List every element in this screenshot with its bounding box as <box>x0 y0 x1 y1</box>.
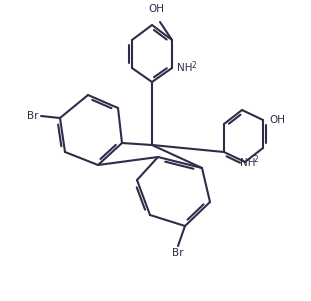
Text: OH: OH <box>148 4 164 14</box>
Text: 2: 2 <box>254 156 259 165</box>
Text: NH: NH <box>177 63 193 73</box>
Text: 2: 2 <box>191 61 196 70</box>
Text: NH: NH <box>240 158 256 168</box>
Text: Br: Br <box>27 111 39 121</box>
Text: OH: OH <box>269 115 285 125</box>
Text: Br: Br <box>172 248 184 258</box>
